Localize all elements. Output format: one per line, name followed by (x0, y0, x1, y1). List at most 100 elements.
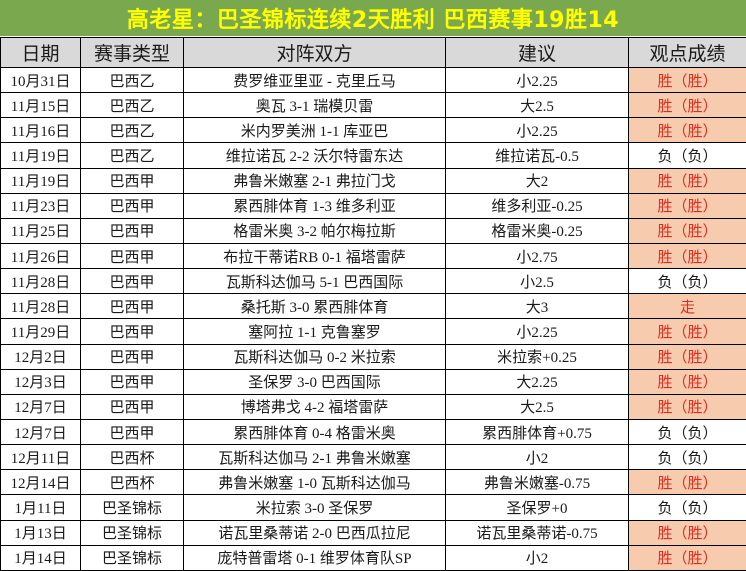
status-badge: 胜（胜） (628, 117, 746, 144)
status-badge: 胜（胜） (628, 544, 746, 571)
cell-match: 累西腓体育 1-3 维多利亚 (183, 192, 446, 219)
status-badge: 胜（胜） (628, 242, 746, 270)
cell-tip: 大2.25 (445, 368, 629, 395)
cell-date: 11月15日 (0, 92, 81, 119)
cell-match: 瓦斯科达伽马 0-2 米拉索 (183, 343, 446, 370)
cell-league: 巴西乙 (80, 66, 184, 94)
table-row[interactable]: 11月28日 巴西甲 桑托斯 3-0 累西腓体育 大3 走 (0, 293, 746, 320)
cell-date: 12月11日 (0, 444, 81, 471)
cell-league: 巴西甲 (80, 393, 184, 420)
status-badge: 胜（胜） (628, 192, 746, 219)
table-row[interactable]: 12月2日 巴西甲 瓦斯科达伽马 0-2 米拉索 米拉索+0.25 胜（胜） (0, 343, 746, 370)
status-badge: 胜（胜） (628, 393, 746, 420)
cell-date: 11月23日 (0, 192, 81, 219)
table-row[interactable]: 11月19日 巴西甲 弗鲁米嫩塞 2-1 弗拉门戈 大2 胜（胜） (0, 167, 746, 194)
column-header-tip[interactable]: 建议 (445, 37, 629, 68)
cell-match: 布拉干蒂诺RB 0-1 福塔雷萨 (183, 242, 446, 270)
table-row[interactable]: 1月14日 巴圣锦标 庞特普雷塔 0-1 维罗体育队SP 小2 胜（胜） (0, 544, 746, 571)
cell-tip: 大3 (445, 293, 629, 320)
table-row[interactable]: 1月11日 巴圣锦标 米拉索 3-0 圣保罗 圣保罗+0 负（负） (0, 494, 746, 521)
cell-date: 1月13日 (0, 519, 81, 546)
cell-league: 巴西甲 (80, 242, 184, 270)
table-row[interactable]: 11月23日 巴西甲 累西腓体育 1-3 维多利亚 维多利亚-0.25 胜（胜） (0, 192, 746, 219)
cell-tip: 大2.5 (445, 393, 629, 420)
cell-league: 巴西甲 (80, 268, 184, 295)
column-header-league[interactable]: 赛事类型 (80, 37, 184, 68)
cell-tip: 米拉索+0.25 (445, 343, 629, 370)
status-badge: 胜（胜） (628, 368, 746, 395)
table-row[interactable]: 11月19日 巴西乙 维拉诺瓦 2-2 沃尔特雷东达 维拉诺瓦-0.5 负（负） (0, 142, 746, 169)
table-body: 10月31日 巴西乙 费罗维亚里亚 - 克里丘马 小2.25 胜（胜） 11月15日 巴西乙… (0, 66, 746, 571)
cell-league: 巴圣锦标 (80, 494, 184, 521)
cell-league: 巴圣锦标 (80, 519, 184, 546)
cell-match: 格雷米奥 3-2 帕尔梅拉斯 (183, 217, 446, 244)
status-badge: 胜（胜） (628, 66, 746, 94)
cell-tip: 维拉诺瓦-0.5 (445, 142, 629, 169)
cell-tip: 大2.5 (445, 92, 629, 119)
table-row[interactable]: 11月26日 巴西甲 布拉干蒂诺RB 0-1 福塔雷萨 小2.75 胜（胜） (0, 242, 746, 270)
table-row[interactable]: 11月15日 巴西乙 奥瓦 3-1 瑞模贝雷 大2.5 胜（胜） (0, 92, 746, 119)
table-row[interactable]: 10月31日 巴西乙 费罗维亚里亚 - 克里丘马 小2.25 胜（胜） (0, 66, 746, 94)
cell-match: 塞阿拉 1-1 克鲁塞罗 (183, 318, 446, 345)
cell-league: 巴西甲 (80, 293, 184, 320)
table-row[interactable]: 1月13日 巴圣锦标 诺瓦里桑蒂诺 2-0 巴西瓜拉尼 诺瓦里桑蒂诺-0.75 胜（胜） (0, 519, 746, 546)
cell-date: 11月28日 (0, 268, 81, 295)
cell-league: 巴西甲 (80, 368, 184, 395)
status-badge: 胜（胜） (628, 343, 746, 370)
status-badge: 胜（胜） (628, 167, 746, 194)
status-badge: 胜（胜） (628, 519, 746, 546)
status-badge: 负（负） (628, 268, 746, 295)
cell-match: 庞特普雷塔 0-1 维罗体育队SP (183, 544, 446, 571)
cell-match: 弗鲁米嫩塞 1-0 瓦斯科达伽马 (183, 469, 446, 496)
cell-tip: 诺瓦里桑蒂诺-0.75 (445, 519, 629, 546)
cell-date: 12月2日 (0, 343, 81, 370)
cell-match: 米拉索 3-0 圣保罗 (183, 494, 446, 521)
status-badge: 负（负） (628, 494, 746, 521)
cell-tip: 小2.25 (445, 66, 629, 94)
cell-date: 11月29日 (0, 318, 81, 345)
table-row[interactable]: 12月14日 巴西杯 弗鲁米嫩塞 1-0 瓦斯科达伽马 弗鲁米嫩塞-0.75 胜（胜） (0, 469, 746, 496)
column-header-result[interactable]: 观点成绩 (628, 37, 746, 68)
cell-date: 11月16日 (0, 117, 81, 144)
table-row[interactable]: 12月7日 巴西甲 博塔弗戈 4-2 福塔雷萨 大2.5 胜（胜） (0, 393, 746, 420)
table-row[interactable]: 11月28日 巴西甲 瓦斯科达伽马 5-1 巴西国际 小2.5 负（负） (0, 268, 746, 295)
table-row[interactable]: 12月3日 巴西甲 圣保罗 3-0 巴西国际 大2.25 胜（胜） (0, 368, 746, 395)
column-header-match[interactable]: 对阵双方 (183, 37, 446, 68)
cell-date: 12月3日 (0, 368, 81, 395)
cell-tip: 维多利亚-0.25 (445, 192, 629, 219)
cell-date: 11月19日 (0, 142, 81, 169)
cell-date: 11月19日 (0, 167, 81, 194)
cell-league: 巴西乙 (80, 92, 184, 119)
status-badge: 负（负） (628, 418, 746, 446)
cell-match: 累西腓体育 0-4 格雷米奥 (183, 418, 446, 446)
table-scroll-area: 日期 赛事类型 对阵双方 建议 观点成绩 10月31日 巴西乙 费罗维亚里亚 - 克… (0, 37, 746, 571)
cell-tip: 累西腓体育+0.75 (445, 418, 629, 446)
cell-match: 瓦斯科达伽马 2-1 弗鲁米嫩塞 (183, 444, 446, 471)
status-badge: 胜（胜） (628, 469, 746, 496)
cell-league: 巴西杯 (80, 469, 184, 496)
table-header: 日期 赛事类型 对阵双方 建议 观点成绩 (0, 37, 746, 68)
match-results-table: 日期 赛事类型 对阵双方 建议 观点成绩 10月31日 巴西乙 费罗维亚里亚 - 克… (0, 37, 746, 571)
cell-date: 10月31日 (0, 66, 81, 94)
cell-date: 12月7日 (0, 418, 81, 446)
table-header-row: 日期 赛事类型 对阵双方 建议 观点成绩 (0, 37, 746, 68)
cell-date: 1月11日 (0, 494, 81, 521)
table-row[interactable]: 12月11日 巴西杯 瓦斯科达伽马 2-1 弗鲁米嫩塞 小2 负（负） (0, 444, 746, 471)
cell-league: 巴西乙 (80, 142, 184, 169)
cell-league: 巴圣锦标 (80, 544, 184, 571)
status-badge: 走 (628, 293, 746, 320)
cell-date: 11月25日 (0, 217, 81, 244)
table-row[interactable]: 12月7日 巴西甲 累西腓体育 0-4 格雷米奥 累西腓体育+0.75 负（负） (0, 418, 746, 446)
table-row[interactable]: 11月25日 巴西甲 格雷米奥 3-2 帕尔梅拉斯 格雷米奥-0.25 胜（胜） (0, 217, 746, 244)
cell-league: 巴西甲 (80, 217, 184, 244)
column-header-date[interactable]: 日期 (0, 37, 81, 68)
cell-tip: 小2.75 (445, 242, 629, 270)
cell-date: 11月26日 (0, 242, 81, 270)
cell-tip: 小2.25 (445, 318, 629, 345)
cell-match: 奥瓦 3-1 瑞模贝雷 (183, 92, 446, 119)
status-badge: 负（负） (628, 142, 746, 169)
table-row[interactable]: 11月29日 巴西甲 塞阿拉 1-1 克鲁塞罗 小2.25 胜（胜） (0, 318, 746, 345)
table-row[interactable]: 11月16日 巴西乙 米内罗美洲 1-1 库亚巴 小2.25 胜（胜） (0, 117, 746, 144)
cell-match: 维拉诺瓦 2-2 沃尔特雷东达 (183, 142, 446, 169)
